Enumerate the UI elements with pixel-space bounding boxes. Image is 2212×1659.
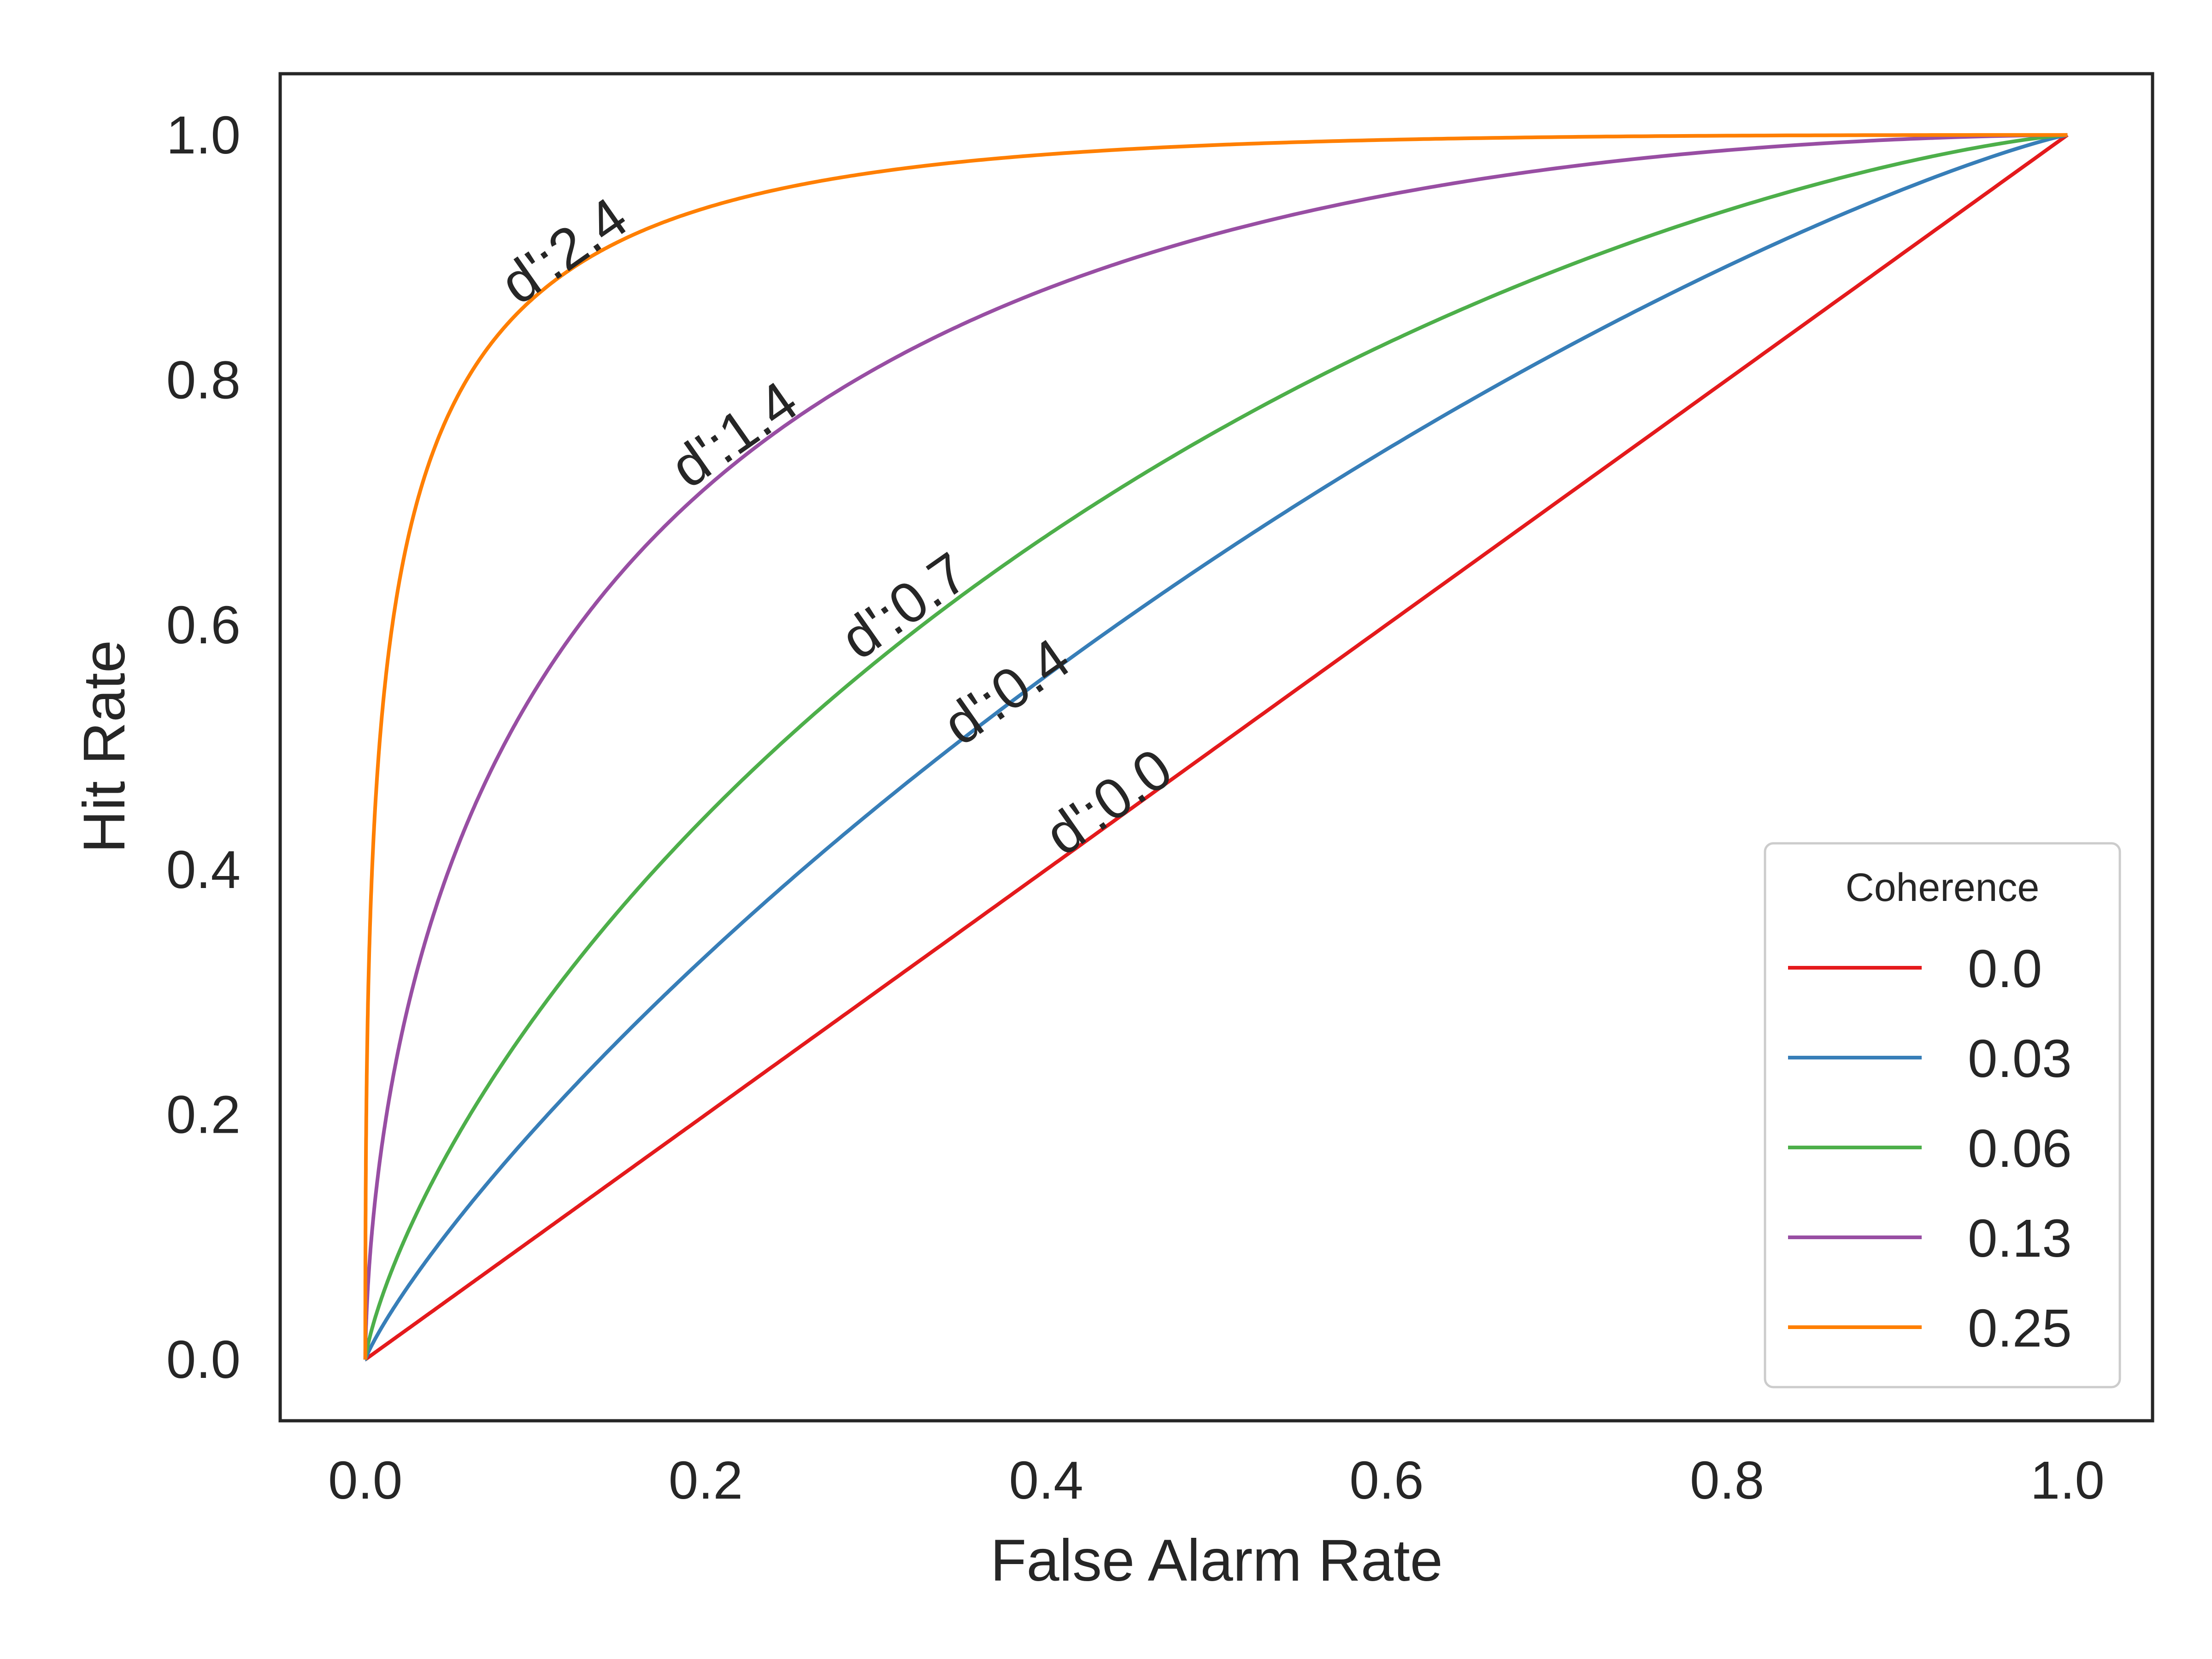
y-tick-labels: 0.0 0.2 0.4 0.6 0.8 1.0 bbox=[166, 105, 241, 1389]
roc-curves bbox=[363, 133, 2069, 1362]
roc-curve-0.25 bbox=[363, 133, 2068, 1361]
x-axis-label: False Alarm Rate bbox=[990, 1528, 1443, 1594]
y-tick-label: 0.2 bbox=[166, 1085, 241, 1145]
roc-curve-0.03 bbox=[363, 133, 2068, 1361]
y-tick-label: 1.0 bbox=[166, 105, 241, 165]
legend-label-0.03: 0.03 bbox=[1968, 1029, 2072, 1088]
curve-label-0.13: d':1.4 bbox=[659, 369, 809, 500]
y-tick-label: 0.6 bbox=[166, 595, 241, 655]
curve-label-0.06: d':0.7 bbox=[830, 541, 979, 672]
legend-label-0.0: 0.0 bbox=[1968, 939, 2042, 999]
x-tick-label: 0.6 bbox=[1349, 1450, 1424, 1510]
legend-label-0.13: 0.13 bbox=[1968, 1208, 2072, 1268]
roc-curve-0.06 bbox=[363, 133, 2068, 1361]
legend-items: 0.0 0.03 0.06 0.13 0.25 bbox=[1788, 939, 2072, 1358]
x-tick-label: 0.8 bbox=[1690, 1450, 1764, 1510]
y-axis-label: Hit Rate bbox=[71, 640, 137, 853]
roc-curve-0.13 bbox=[363, 133, 2068, 1361]
curve-label-0.25: d':2.4 bbox=[489, 185, 638, 317]
y-tick-label: 0.0 bbox=[166, 1330, 241, 1389]
roc-curve-0.0 bbox=[363, 133, 2069, 1362]
curve-label-0.0: d':0.0 bbox=[1034, 736, 1183, 868]
y-tick-label: 0.8 bbox=[166, 350, 241, 410]
x-tick-labels: 0.0 0.2 0.4 0.6 0.8 1.0 bbox=[328, 1450, 2105, 1510]
curve-label-0.03: d':0.4 bbox=[932, 626, 1081, 758]
legend-title: Coherence bbox=[1846, 865, 2040, 910]
y-tick-label: 0.4 bbox=[166, 840, 241, 900]
curve-annotations: d':0.0d':0.4d':0.7d':1.4d':2.4 bbox=[489, 185, 1183, 868]
x-tick-label: 0.2 bbox=[669, 1450, 743, 1510]
plot-frame bbox=[278, 72, 2154, 1423]
legend-box bbox=[1764, 842, 2121, 1388]
legend-label-0.25: 0.25 bbox=[1968, 1298, 2072, 1358]
x-tick-label: 0.0 bbox=[328, 1450, 402, 1510]
legend-label-0.06: 0.06 bbox=[1968, 1118, 2072, 1178]
legend: Coherence 0.0 0.03 0.06 0.13 0.25 bbox=[1764, 842, 2121, 1388]
x-tick-label: 0.4 bbox=[1009, 1450, 1083, 1510]
x-tick-label: 1.0 bbox=[2030, 1450, 2105, 1510]
